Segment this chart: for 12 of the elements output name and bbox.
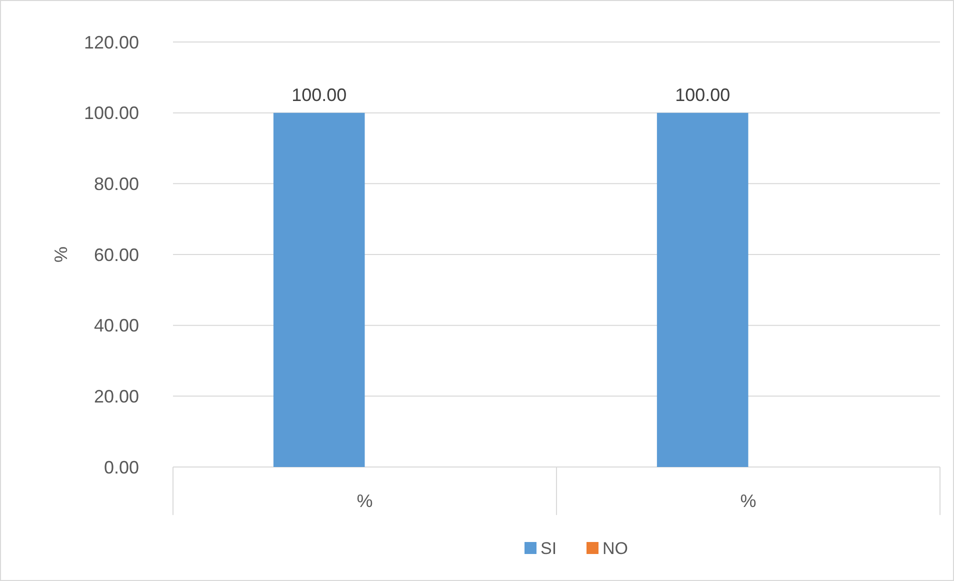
y-tick-label: 80.00 <box>94 174 139 194</box>
legend-label: NO <box>602 538 628 558</box>
y-tick-label: 60.00 <box>94 244 139 265</box>
y-tick-label: 0.00 <box>104 457 139 478</box>
y-axis-title: % <box>51 246 71 263</box>
y-tick-label: 120.00 <box>84 32 139 52</box>
y-tick-label: 40.00 <box>94 316 139 336</box>
y-tick-label: 20.00 <box>94 386 139 406</box>
data-label: 100.00 <box>675 84 730 105</box>
y-tick-label: 100.00 <box>84 103 139 124</box>
legend-label: SI <box>540 538 557 558</box>
data-label: 100.00 <box>292 84 347 105</box>
